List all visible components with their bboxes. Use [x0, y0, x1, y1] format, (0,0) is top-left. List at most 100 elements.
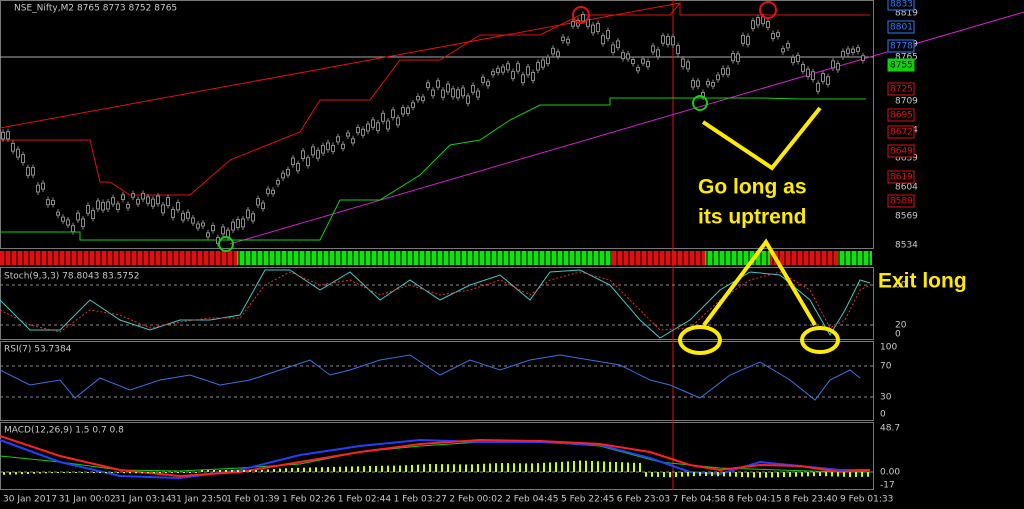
- candle-body: [91, 210, 95, 219]
- candle-body: [846, 48, 850, 54]
- candle-body: [331, 144, 335, 152]
- candle-body: [136, 198, 140, 205]
- candle-body: [541, 59, 545, 68]
- candle-body: [296, 163, 300, 172]
- candle-body: [151, 198, 155, 207]
- annotation: Exit long: [878, 270, 967, 293]
- candle-body: [816, 82, 820, 92]
- candle-body: [316, 149, 320, 159]
- time-label: 2 Feb 04:45: [505, 495, 558, 505]
- candle-body: [56, 211, 60, 216]
- level-box: [887, 170, 915, 184]
- candle-body: [31, 167, 35, 176]
- candle-body: [676, 45, 680, 55]
- candle-body: [501, 66, 505, 73]
- level-label: 8672: [890, 128, 913, 138]
- candle-body: [196, 223, 200, 229]
- candle-body: [731, 53, 735, 62]
- time-label: 1 Feb 02:26: [282, 495, 336, 505]
- candle-body: [166, 197, 170, 207]
- candle-body: [751, 20, 755, 29]
- candle-body: [656, 49, 660, 58]
- candle-body: [661, 35, 665, 44]
- candle-body: [571, 21, 575, 27]
- rsi-title: RSI(7) 53.7384: [4, 345, 72, 355]
- axis-label: 70: [880, 362, 892, 372]
- time-label: 6 Feb 23:03: [617, 495, 670, 505]
- stoch-title: Stoch(9,3,3) 78.8043 83.5752: [4, 272, 139, 282]
- candle-body: [116, 203, 120, 210]
- candle-body: [706, 80, 710, 86]
- candle-body: [686, 61, 690, 70]
- candle-body: [326, 142, 330, 151]
- candle-body: [221, 226, 225, 235]
- level-label: 8589: [890, 197, 913, 207]
- candle-body: [376, 122, 380, 132]
- candle-body: [1, 131, 5, 140]
- level-box: [887, 20, 915, 34]
- level-box: [887, 144, 915, 158]
- axis-label: 0: [880, 410, 886, 420]
- candle-body: [351, 138, 355, 144]
- candle-body: [506, 63, 510, 71]
- axis-label: 100: [880, 343, 897, 353]
- candle-body: [486, 81, 490, 87]
- candle-body: [516, 63, 520, 72]
- candle-body: [551, 47, 555, 55]
- candle-body: [156, 195, 160, 205]
- candle-body: [341, 143, 345, 149]
- candle-body: [836, 63, 840, 71]
- candle-body: [681, 58, 685, 68]
- candle-body: [446, 83, 450, 93]
- candle-body: [776, 32, 780, 38]
- candle-body: [726, 67, 730, 76]
- candle-body: [76, 212, 80, 221]
- candle-body: [26, 167, 30, 176]
- candle-body: [641, 58, 645, 64]
- candle-body: [721, 68, 725, 75]
- candle-body: [566, 38, 570, 44]
- time-label: 7 Feb 04:58: [673, 495, 727, 505]
- candle-body: [766, 21, 770, 28]
- candle-body: [806, 68, 810, 78]
- axis-label: 8639: [895, 154, 918, 164]
- candle-body: [581, 13, 585, 22]
- candle-body: [636, 67, 640, 72]
- candle-body: [206, 232, 210, 238]
- candle-body: [616, 40, 620, 49]
- candle-body: [851, 48, 855, 53]
- candle-body: [631, 59, 635, 64]
- candle-body: [546, 56, 550, 65]
- time-label: 1 Feb 02:44: [338, 495, 392, 505]
- candle-body: [191, 217, 195, 224]
- time-label: 9 Feb 01:33: [840, 495, 893, 505]
- candle-body: [81, 218, 85, 227]
- candle-body: [736, 53, 740, 63]
- time-label: 8 Feb 23:40: [784, 495, 838, 505]
- candle-body: [756, 17, 760, 26]
- candle-body: [671, 36, 675, 46]
- candle-body: [126, 203, 130, 209]
- candle-body: [461, 87, 465, 97]
- candle-body: [646, 60, 650, 68]
- candle-body: [286, 168, 290, 176]
- candle-body: [111, 197, 115, 205]
- candle-body: [266, 188, 270, 195]
- axis-label: 8709: [895, 97, 918, 107]
- time-label: 2 Feb 00:02: [449, 495, 502, 505]
- candle-body: [841, 50, 845, 58]
- candle-body: [416, 95, 420, 101]
- candle-body: [356, 127, 360, 134]
- candle-body: [521, 74, 525, 84]
- time-label: 31 Jan 23:50: [170, 495, 227, 505]
- candle-body: [281, 172, 285, 179]
- candle-body: [411, 102, 415, 108]
- time-label: 31 Jan 03:14: [115, 495, 172, 505]
- candle-body: [746, 35, 750, 45]
- level-box: [887, 39, 915, 53]
- level-label: 8695: [890, 111, 913, 121]
- candle-body: [666, 36, 670, 45]
- annotation: Go long as: [698, 176, 807, 199]
- candle-body: [471, 85, 475, 93]
- candle-body: [741, 34, 745, 44]
